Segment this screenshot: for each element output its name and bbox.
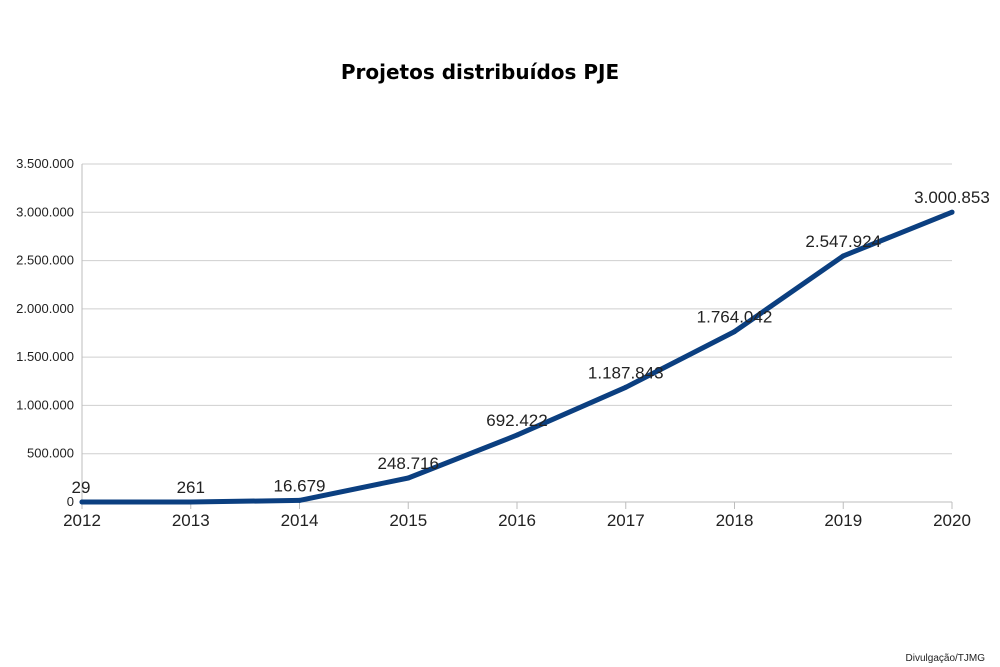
x-tick-label: 2013 [172, 511, 210, 530]
y-tick-label: 3.500.000 [16, 156, 74, 171]
x-tick-label: 2012 [63, 511, 101, 530]
data-point [623, 384, 629, 390]
grid-layer [82, 163, 952, 503]
data-label: 248.716 [378, 454, 439, 473]
data-point [405, 475, 411, 481]
y-axis: 0 500.000 1.000.000 1.500.000 2.000.000 2.500… [16, 156, 83, 509]
photo-credit: Divulgação/TJMG [905, 653, 985, 664]
x-tick-label: 2017 [607, 511, 645, 530]
y-tick-label: 2.000.000 [16, 301, 74, 316]
x-axis: 2012 2013 2014 2015 2016 2017 2018 2019 2020 [63, 501, 971, 530]
data-point [188, 499, 194, 505]
x-tick-label: 2019 [824, 511, 862, 530]
x-tick-label: 2014 [281, 511, 319, 530]
data-point [297, 497, 302, 503]
x-tick-label: 2015 [389, 511, 427, 530]
data-point [732, 329, 737, 335]
data-label: 692.422 [486, 411, 547, 430]
data-label: 16.679 [274, 476, 326, 495]
data-label: 1.187.843 [588, 363, 664, 382]
data-point [79, 499, 85, 505]
data-label: 1.764.042 [697, 308, 773, 327]
data-point [840, 253, 846, 259]
data-point [949, 209, 955, 215]
y-tick-label: 500.000 [27, 446, 74, 461]
data-label: 2.547.924 [805, 232, 881, 251]
chart-title: Projetos distribuídos PJE [340, 60, 620, 84]
y-tick-label: 0 [67, 494, 74, 509]
data-label: 3.000.853 [914, 188, 990, 207]
x-tick-label: 2018 [716, 511, 754, 530]
y-tick-label: 3.000.000 [16, 204, 74, 219]
y-tick-label: 2.500.000 [16, 253, 74, 268]
data-point [514, 432, 520, 438]
x-tick-label: 2020 [933, 511, 971, 530]
y-tick-label: 1.500.000 [16, 349, 74, 364]
data-label: 261 [177, 478, 205, 497]
data-label: 29 [72, 478, 91, 497]
data-labels: 29 261 16.679 248.716 692.422 1.187.843 1.764.… [72, 188, 990, 497]
y-tick-label: 1.000.000 [16, 397, 74, 412]
series-layer [79, 209, 955, 505]
x-tick-label: 2016 [498, 511, 536, 530]
